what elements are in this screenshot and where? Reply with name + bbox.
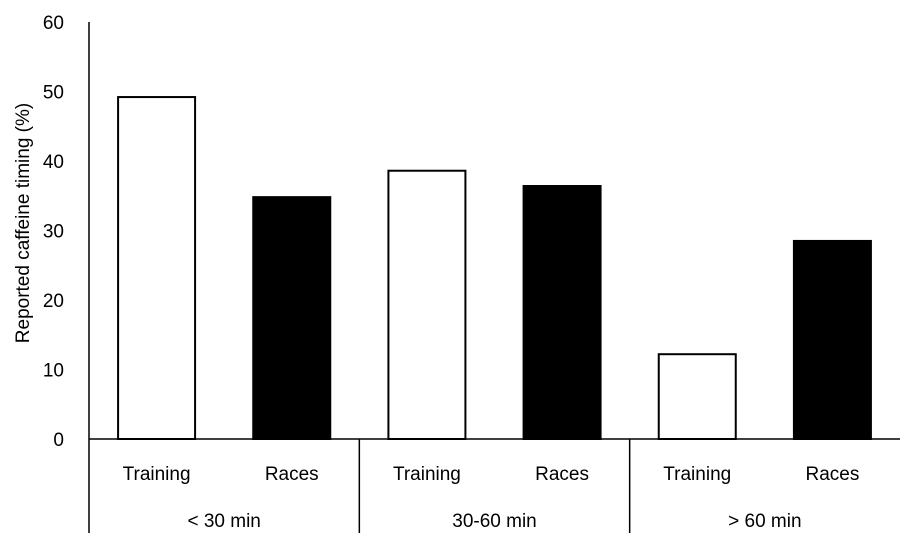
y-tick-label: 10 — [43, 361, 64, 382]
y-axis: 0 10 20 30 40 50 60 — [43, 13, 90, 533]
x-sub-label: Training — [393, 464, 461, 485]
bar-races-1 — [252, 196, 332, 440]
x-axis: Training Races < 30 min Training Races 30-60 … — [89, 438, 900, 533]
bar-races-3 — [792, 239, 872, 440]
x-group-label: < 30 min — [187, 511, 260, 532]
y-axis-title: Reported caffeine timing (%) — [13, 103, 34, 343]
bar-training-2 — [387, 169, 467, 440]
x-group-label: > 60 min — [728, 511, 801, 532]
y-tick-label: 30 — [43, 222, 64, 243]
bars — [117, 96, 872, 440]
y-tick-label: 20 — [43, 291, 64, 312]
y-tick-label: 50 — [43, 83, 64, 104]
x-sub-label: Training — [123, 464, 191, 485]
x-sub-label: Races — [265, 464, 319, 485]
x-sub-label: Races — [805, 464, 859, 485]
y-tick-label: 40 — [43, 152, 64, 173]
bar-races-2 — [522, 185, 602, 440]
y-tick-label: 0 — [53, 430, 64, 451]
bar-training-1 — [117, 96, 197, 440]
x-sub-label: Training — [663, 464, 731, 485]
x-group-label: 30-60 min — [452, 511, 537, 532]
x-sub-label: Races — [535, 464, 589, 485]
y-tick-label: 60 — [43, 13, 64, 34]
bar-training-3 — [657, 353, 737, 440]
